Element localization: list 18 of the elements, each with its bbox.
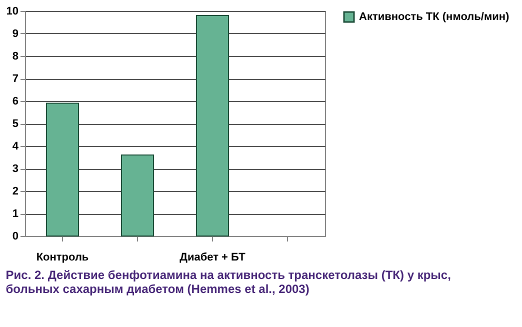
y-tick-label: 2	[12, 186, 18, 198]
y-tick-label: 3	[12, 163, 18, 175]
y-tick-label: 7	[12, 73, 18, 85]
y-tick-label: 0	[12, 230, 18, 242]
y-tick-label: 6	[12, 96, 18, 108]
y-tick-label: 10	[6, 6, 18, 18]
y-tick-label: 1	[12, 208, 18, 220]
x-tick-label: Диабет + БТ	[180, 252, 246, 264]
y-tick-label: 9	[12, 28, 18, 40]
text: Рис. 2. Действие бенфотиамина на активность транскетолазы (ТК) у крыс, больных сахарным диабетом (Hemmes et al., 2003)	[6, 268, 451, 296]
y-tick-label: 4	[12, 140, 20, 152]
y-tick-label: 5	[12, 118, 18, 130]
y-tick-label: 8	[12, 50, 18, 62]
x-tick-label: Контроль	[36, 252, 89, 264]
bar	[196, 15, 229, 236]
bar	[46, 102, 79, 236]
bar	[121, 154, 154, 236]
legend-label: Активность ТК (нмоль/мин)	[359, 11, 510, 23]
